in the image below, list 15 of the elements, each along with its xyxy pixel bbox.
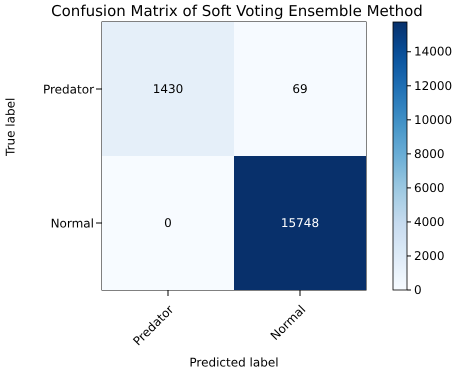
color-bar-label: 14000 <box>414 44 452 59</box>
data-label: 15748 <box>280 216 320 230</box>
data-label: 69 <box>292 82 308 96</box>
color-bar-label: 0 <box>414 283 422 297</box>
color-bar-label: 10000 <box>414 112 452 127</box>
data-label: 0 <box>164 216 172 230</box>
color-bar-label: 12000 <box>414 78 452 93</box>
color-bar-label: 6000 <box>414 180 445 195</box>
chart-title: Confusion Matrix of Soft Voting Ensemble Method <box>50 2 424 20</box>
x-axis-title: Predicted label <box>189 356 279 370</box>
color-bar-label: 4000 <box>414 214 445 229</box>
color-bar-label: 8000 <box>414 146 445 161</box>
color-bar-label: 2000 <box>414 248 445 263</box>
y-axis-title: True label <box>3 98 18 157</box>
data-label: 1430 <box>152 82 184 96</box>
